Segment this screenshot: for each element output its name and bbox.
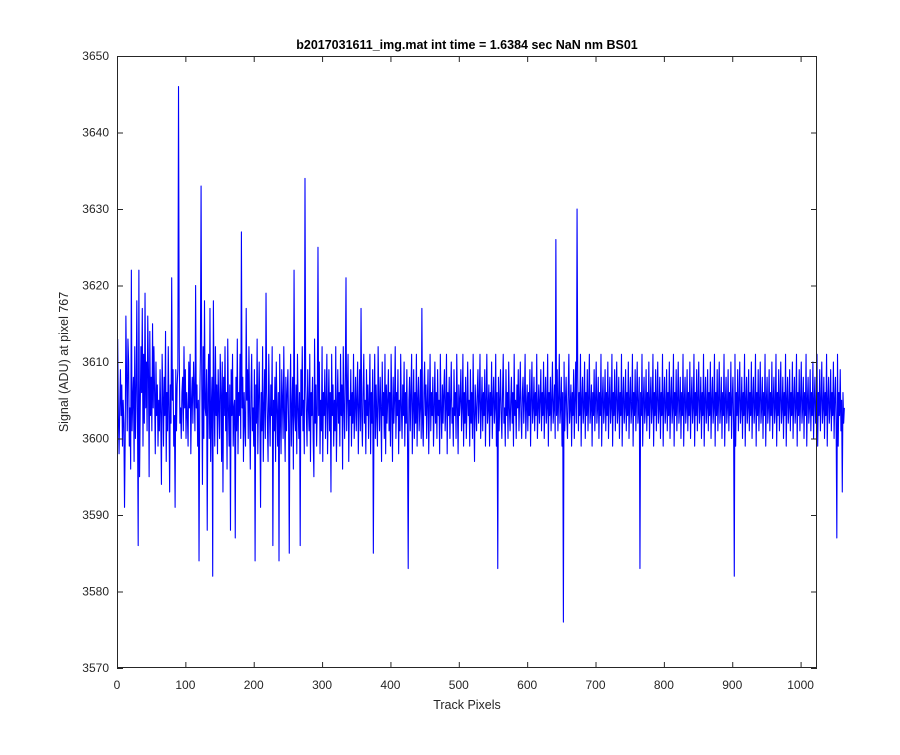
x-tick-label: 0 <box>114 678 121 692</box>
x-tick-label: 900 <box>722 678 742 692</box>
y-tick-label: 3590 <box>82 508 109 522</box>
series-line-1 <box>117 86 845 623</box>
x-tick-label: 400 <box>380 678 400 692</box>
plot-area <box>117 56 817 668</box>
x-axis: 0 100 200 300 400 500 600 700 800 900 1000 <box>114 56 814 692</box>
x-axis-title: Track Pixels <box>433 698 501 712</box>
y-tick-label: 3610 <box>82 355 109 369</box>
x-tick-label: 200 <box>244 678 264 692</box>
x-tick-label: 800 <box>654 678 674 692</box>
y-tick-label: 3650 <box>82 49 109 63</box>
x-tick-label: 500 <box>449 678 469 692</box>
y-tick-label: 3630 <box>82 202 109 216</box>
y-axis: 3570 3580 3590 3600 3610 3620 3630 3640 3650 <box>82 49 817 675</box>
x-tick-label: 700 <box>586 678 606 692</box>
y-axis-title: Signal (ADU) at pixel 767 <box>57 292 71 432</box>
chart-title: b2017031611_img.mat int time = 1.6384 se… <box>296 38 638 52</box>
x-tick-label: 600 <box>517 678 537 692</box>
x-tick-label: 300 <box>312 678 332 692</box>
y-tick-label: 3580 <box>82 585 109 599</box>
x-tick-label: 1000 <box>787 678 814 692</box>
y-tick-label: 3620 <box>82 279 109 293</box>
y-tick-label: 3640 <box>82 126 109 140</box>
y-tick-label: 3600 <box>82 432 109 446</box>
y-tick-label: 3570 <box>82 661 109 675</box>
series-layer <box>117 86 845 623</box>
x-tick-label: 100 <box>175 678 195 692</box>
